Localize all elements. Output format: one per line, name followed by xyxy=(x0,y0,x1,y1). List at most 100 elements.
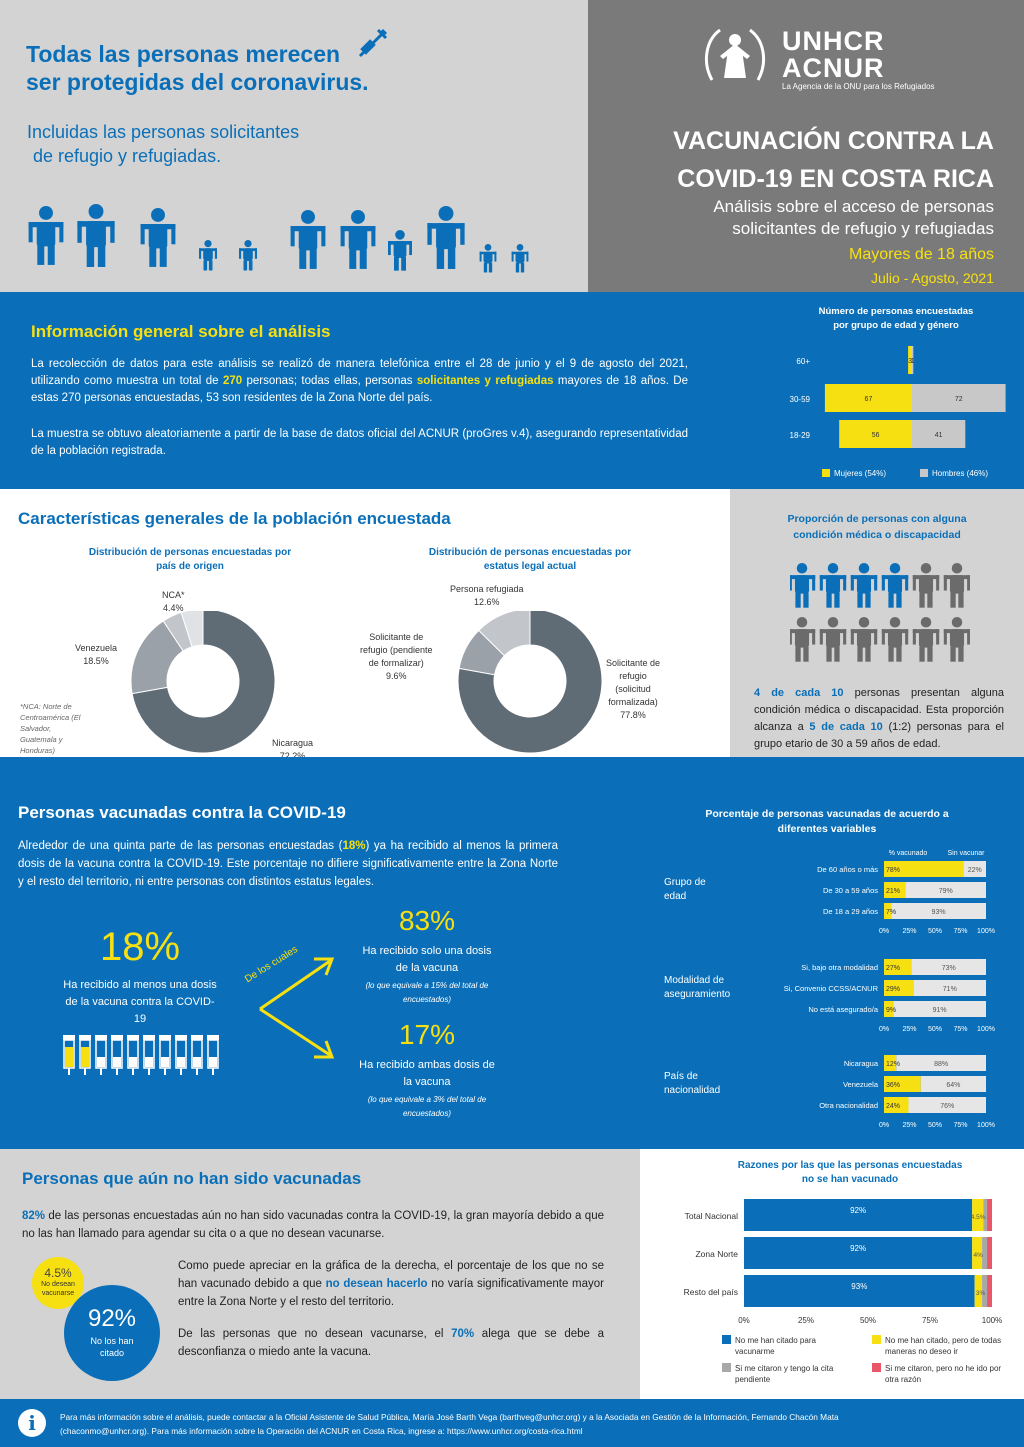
person-figure xyxy=(819,617,847,662)
data-label: 4.5% xyxy=(971,1214,986,1221)
data-label: 4% xyxy=(973,1252,983,1259)
pct-one-dose: 83% xyxy=(398,905,456,936)
vial-needle xyxy=(196,1068,198,1075)
group-label: País de xyxy=(664,1071,698,1082)
group-label: Modalidad de xyxy=(664,975,724,986)
period: Julio - Agosto, 2021 xyxy=(871,270,994,286)
data-label: 79% xyxy=(939,888,953,895)
disability-text: 4 de cada 10 personas presentan alguna c… xyxy=(754,687,1004,750)
vial-fill xyxy=(193,1057,201,1067)
vial-cap xyxy=(79,1035,91,1040)
tick-label: 0% xyxy=(738,1316,750,1325)
row-label: Venezuela xyxy=(843,1080,879,1089)
vial-fill xyxy=(97,1057,105,1067)
vaccinated-title: Personas vacunadas contra la COVID-19 xyxy=(18,803,346,822)
general-info-title: Información general sobre el análisis xyxy=(31,322,331,341)
origin-label-venezuela: Venezuela 18.5% xyxy=(75,643,118,666)
row-label: Si, bajo otra modalidad xyxy=(801,963,878,972)
tick-label: 0% xyxy=(879,1026,889,1033)
characteristics-section: Características generales de la població… xyxy=(0,489,730,761)
vaccinated-section: Personas vacunadas contra la COVID-19 Al… xyxy=(0,757,1024,1149)
bar-vaccinated xyxy=(884,980,914,996)
person-figure xyxy=(819,563,847,608)
legend-unvaccinated: Sin vacunar xyxy=(948,850,986,857)
origin-footnote: *NCA: Norte de Centroamérica (El Salvado… xyxy=(20,702,81,755)
chart-title: por grupo de edad y género xyxy=(833,320,959,331)
vial-cap xyxy=(127,1035,139,1040)
chart-title: Número de personas encuestadas xyxy=(819,306,974,317)
vaccinated-big-text: Ha recibido al menos una dosis de la vac… xyxy=(63,979,217,1025)
bar-vaccinated xyxy=(884,1001,894,1017)
bar-unvaccinated xyxy=(891,903,986,919)
footer: i Para más información sobre el análisis… xyxy=(0,1399,1024,1447)
tick-label: 75% xyxy=(953,928,967,935)
legend-item-other: Si me citaron, pero no he ido por otra r… xyxy=(872,1363,1017,1385)
tick-label: 50% xyxy=(928,928,942,935)
donut-slice xyxy=(131,611,276,754)
vial-needle xyxy=(180,1068,182,1075)
legend-swatch-men xyxy=(920,469,928,477)
bar-women xyxy=(824,384,912,412)
tick-label: 0% xyxy=(879,928,889,935)
data-label: 21% xyxy=(886,888,900,895)
person-figure xyxy=(790,563,816,608)
legend-item-pending: Si me citaron y tengo la cita pendiente xyxy=(722,1363,862,1385)
legend-swatch xyxy=(722,1363,731,1372)
tick-label: 50% xyxy=(860,1316,876,1325)
person-figure xyxy=(850,617,878,662)
vial-cap xyxy=(111,1035,123,1040)
person-figure xyxy=(388,230,412,271)
bar-segment xyxy=(744,1199,973,1231)
bar-vaccinated xyxy=(884,959,912,975)
bar-vaccinated xyxy=(884,861,964,877)
tick-label: 0% xyxy=(879,1122,889,1129)
data-label: 3% xyxy=(976,1290,986,1297)
bar-unvaccinated xyxy=(963,861,986,877)
not-vaccinated-p3: De las personas que no desean vacunarse,… xyxy=(178,1328,604,1358)
text-two-doses: Ha recibido ambas dosis de la vacuna xyxy=(359,1059,495,1088)
legend-swatch xyxy=(722,1335,731,1344)
bar-segment xyxy=(972,1237,983,1269)
tick-label: 50% xyxy=(928,1026,942,1033)
row-label: Total Nacional xyxy=(685,1211,739,1221)
bar-segment xyxy=(982,1275,988,1307)
bar-unvaccinated xyxy=(908,1097,986,1113)
report-title: VACUNACIÓN CONTRA LA COVID-19 EN COSTA R… xyxy=(673,127,994,193)
vaccine-vials-icon xyxy=(63,1035,219,1075)
report-subtitle: Análisis sobre el acceso de personas sol… xyxy=(713,197,994,238)
bar-vaccinated xyxy=(884,1097,909,1113)
header-subtext: Incluidas las personas solicitantes de r… xyxy=(27,122,300,166)
data-label: 41 xyxy=(935,432,943,439)
person-figure xyxy=(881,563,909,608)
vial-cap xyxy=(207,1035,219,1040)
data-label: 12% xyxy=(886,1061,900,1068)
axis-label: 18-29 xyxy=(790,431,811,440)
bar-segment xyxy=(983,1199,988,1231)
footer-link[interactable]: (chaconmo@unhcr.org). Para más informaci… xyxy=(60,1426,583,1436)
tick-label: 25% xyxy=(798,1316,814,1325)
data-label: 78% xyxy=(886,867,900,874)
person-figure xyxy=(511,244,529,273)
vial-fill xyxy=(113,1057,121,1067)
not-vaccinated-p1: 82% de las personas encuestadas aún no h… xyxy=(22,1210,604,1240)
not-vaccinated-title: Personas que aún no han sido vacunadas xyxy=(22,1169,362,1188)
tick-label: 75% xyxy=(953,1122,967,1129)
not-vaccinated-p2: Como puede apreciar en la gráfica de la … xyxy=(178,1260,605,1308)
vaccination-by-variable-chart: % vacunado Sin vacunar Grupo de edad De 60 a… xyxy=(664,850,995,1129)
bar-segment xyxy=(972,1199,984,1231)
person-figure xyxy=(77,204,115,267)
logo-tagline: La Agencia de la ONU para los Refugiados xyxy=(782,82,935,91)
bar-unvaccinated xyxy=(911,959,986,975)
bar-segment xyxy=(744,1275,975,1307)
axis-label: 60+ xyxy=(796,357,810,366)
person-figure xyxy=(881,617,909,662)
text-one-dose: Ha recibido solo una dosis de la vacuna xyxy=(362,945,492,974)
person-figure xyxy=(943,563,970,608)
general-info-paragraph-2: La muestra se obtuvo aleatoriamente a pa… xyxy=(31,428,688,457)
bar-segment xyxy=(744,1237,973,1269)
person-figure xyxy=(850,563,878,608)
general-info-paragraph-1: La recolección de datos para este anális… xyxy=(31,358,688,404)
person-figure xyxy=(912,617,940,662)
vial-fill xyxy=(65,1047,73,1067)
group-label: aseguramiento xyxy=(664,989,731,1000)
